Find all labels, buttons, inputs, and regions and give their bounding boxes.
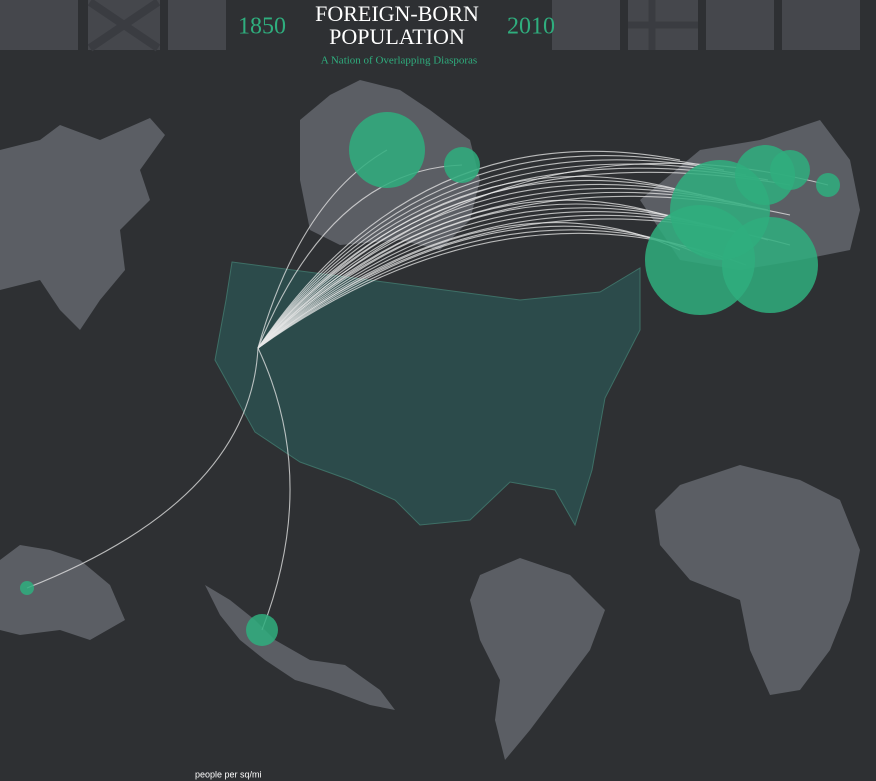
usa	[214, 261, 641, 527]
bubble	[816, 173, 840, 197]
flag	[706, 0, 774, 50]
arc	[257, 155, 703, 349]
asia	[0, 118, 165, 330]
australia	[0, 545, 125, 640]
arc	[257, 222, 681, 349]
arc	[257, 159, 725, 349]
bubbles	[20, 112, 840, 646]
bubble	[20, 581, 34, 595]
flag-cross	[87, 0, 161, 52]
mexico	[205, 585, 395, 710]
bubble	[246, 614, 278, 646]
title-line: FOREIGN-BORN	[315, 1, 479, 26]
flag	[168, 0, 226, 50]
bubble	[349, 112, 425, 188]
africa	[655, 465, 860, 695]
flag-strip	[0, 0, 860, 52]
arc	[257, 203, 703, 349]
arc	[257, 225, 703, 349]
south-america	[470, 558, 605, 760]
arc	[26, 347, 259, 589]
arc	[257, 199, 681, 349]
arc	[257, 164, 463, 349]
bubble	[770, 150, 810, 190]
flag	[552, 0, 620, 50]
bubble	[444, 147, 480, 183]
arc	[257, 347, 291, 631]
flag-cross	[628, 0, 698, 50]
flag	[0, 0, 78, 50]
arc	[257, 179, 703, 349]
end-year: 2010	[507, 14, 555, 40]
subtitle: A Nation of Overlapping Diasporas	[321, 55, 477, 67]
title-line: POPULATION	[329, 24, 465, 49]
arc	[257, 150, 681, 349]
arc	[257, 207, 725, 349]
arc	[257, 163, 747, 349]
flag	[782, 0, 860, 50]
arc	[257, 167, 769, 349]
arc	[257, 183, 725, 349]
start-year: 1850	[238, 14, 286, 40]
legend-label: people per sq/mi	[195, 769, 262, 779]
arc	[257, 175, 681, 349]
